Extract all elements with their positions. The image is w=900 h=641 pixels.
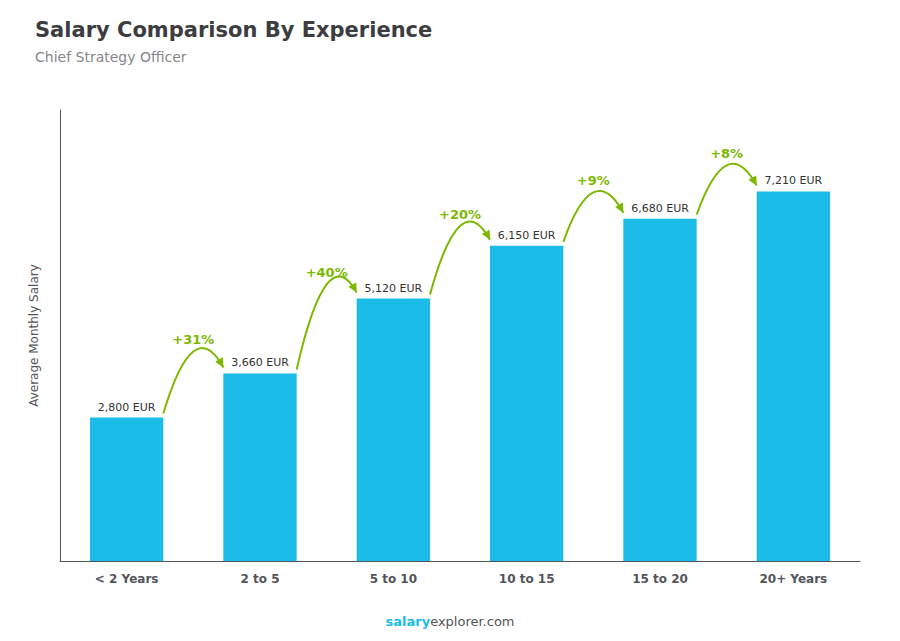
svg-text:Chief Strategy Officer: Chief Strategy Officer — [35, 49, 187, 65]
svg-text:salary: salary — [385, 614, 430, 629]
svg-text:6,680 EUR: 6,680 EUR — [631, 202, 689, 215]
svg-text:2,800 EUR: 2,800 EUR — [98, 401, 156, 414]
svg-text:+9%: +9% — [577, 173, 610, 188]
svg-text:3,660 EUR: 3,660 EUR — [231, 356, 289, 369]
svg-text:Average Monthly Salary: Average Monthly Salary — [27, 264, 41, 407]
svg-text:explorer.com: explorer.com — [430, 614, 514, 629]
svg-text:+20%: +20% — [439, 207, 481, 222]
svg-text:+31%: +31% — [172, 332, 214, 347]
svg-text:2 to 5: 2 to 5 — [240, 572, 279, 586]
svg-text:+8%: +8% — [710, 146, 743, 161]
svg-text:5,120 EUR: 5,120 EUR — [365, 282, 423, 295]
svg-text:6,150 EUR: 6,150 EUR — [498, 229, 556, 242]
svg-text:20+ Years: 20+ Years — [759, 572, 827, 586]
svg-text:7,210 EUR: 7,210 EUR — [765, 174, 823, 187]
svg-text:15 to 20: 15 to 20 — [632, 572, 688, 586]
svg-text:+40%: +40% — [306, 265, 348, 280]
svg-text:Salary Comparison By Experienc: Salary Comparison By Experience — [35, 18, 432, 42]
svg-text:10 to 15: 10 to 15 — [499, 572, 555, 586]
svg-text:5 to 10: 5 to 10 — [370, 572, 417, 586]
svg-text:< 2 Years: < 2 Years — [95, 572, 159, 586]
